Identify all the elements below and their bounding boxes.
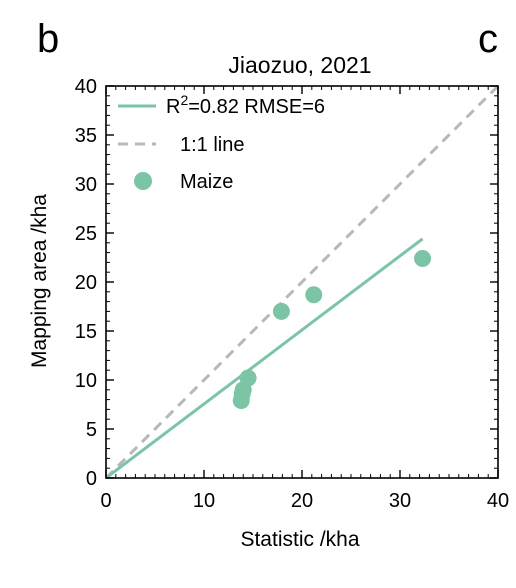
axes: 0 10 20 30 40 0 5 10 15 20 25 30 35 40 [75, 76, 509, 512]
y-tick-label: 5 [86, 419, 97, 441]
legend: R2=0.82 RMSE=6 1:1 line Maize [118, 92, 325, 193]
y-tick-label: 25 [75, 223, 97, 245]
panel-label-c: c [478, 17, 498, 61]
data-layer [104, 84, 500, 480]
y-tick-label: 30 [75, 174, 97, 196]
chart-title: Jiaozuo, 2021 [228, 52, 371, 78]
one-to-one-line [104, 84, 500, 480]
legend-maize-label: Maize [180, 171, 233, 193]
data-point [272, 302, 290, 320]
x-axis-label: Statistic /kha [240, 528, 359, 551]
x-tick-label: 0 [100, 490, 111, 512]
y-tick-label: 40 [75, 76, 97, 98]
y-tick-label: 20 [75, 272, 97, 294]
legend-maize-marker [134, 172, 152, 190]
y-tick-label: 10 [75, 370, 97, 392]
y-tick-label: 0 [86, 468, 97, 490]
legend-one-to-one-label: 1:1 line [180, 134, 245, 156]
x-tick-label: 10 [193, 490, 215, 512]
legend-fit-label: R2=0.82 RMSE=6 [166, 92, 325, 118]
x-tick-label: 40 [487, 490, 509, 512]
data-point [305, 286, 323, 304]
data-point [414, 249, 432, 267]
x-tick-label: 30 [389, 490, 411, 512]
panel-label-b: b [37, 17, 59, 61]
y-tick-label: 35 [75, 125, 97, 147]
x-tick-label: 20 [291, 490, 313, 512]
y-tick-label: 15 [75, 321, 97, 343]
data-point [239, 369, 257, 387]
fit-line [105, 237, 424, 480]
y-axis-label: Mapping area /kha [28, 194, 51, 368]
